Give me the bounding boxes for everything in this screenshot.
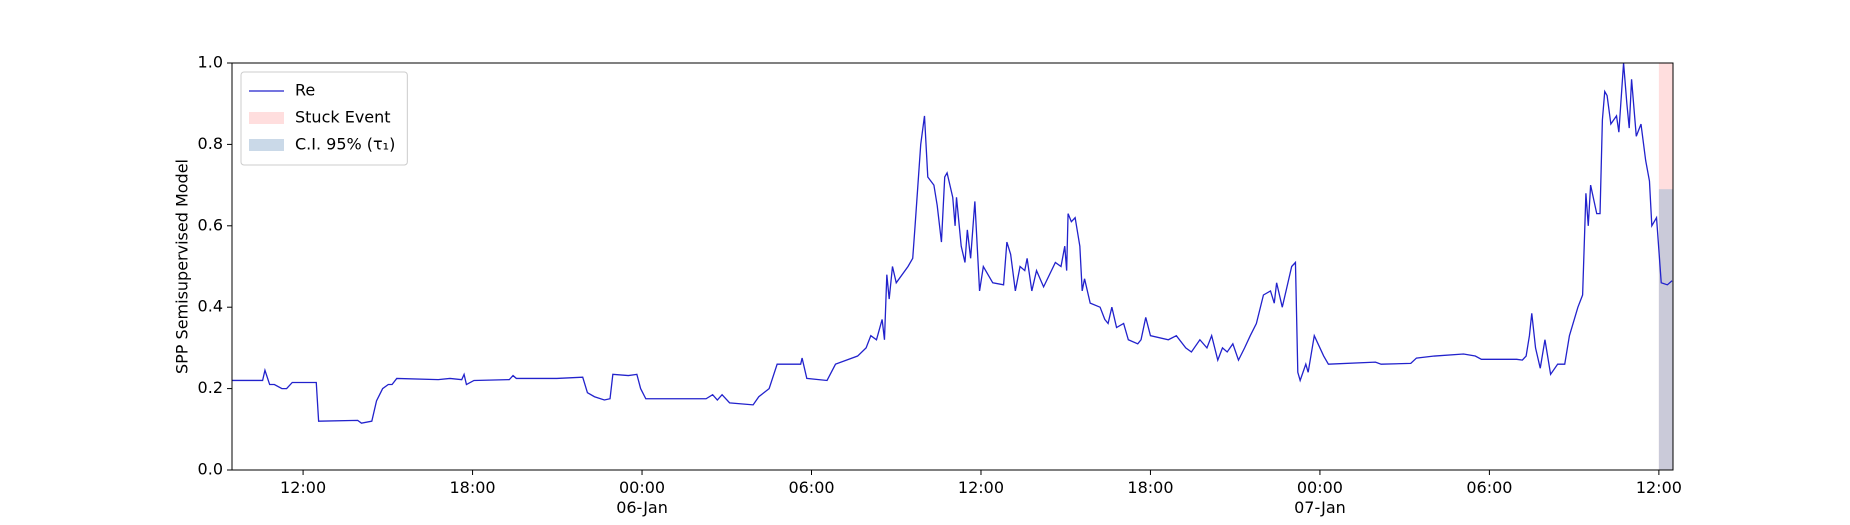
y-tick-label: 0.4	[198, 297, 223, 316]
axes-frame	[231, 62, 1674, 471]
legend-label: Stuck Event	[295, 108, 391, 127]
y-tick-label: 0.8	[198, 134, 223, 153]
x-tick-label: 00:00 06-Jan	[616, 478, 668, 517]
span	[1658, 189, 1673, 471]
x-tick-label: 06:00	[1466, 478, 1513, 497]
x-tick-label: 18:00	[1127, 478, 1174, 497]
x-tick-label: 00:00 07-Jan	[1294, 478, 1346, 517]
x-tick-label: 12:00	[1635, 478, 1682, 497]
y-tick-label: 0.2	[198, 378, 223, 397]
legend-label: Re	[295, 81, 315, 100]
y-tick-label: 0.0	[198, 460, 223, 479]
y-tick-label: 0.6	[198, 215, 223, 234]
x-tick-label: 12:00	[280, 478, 327, 497]
legend-patch	[249, 112, 284, 124]
y-tick-label: 1.0	[198, 53, 223, 72]
legend-label: C.I. 95% (τ₁)	[295, 135, 395, 154]
legend-patch	[249, 139, 284, 151]
line-series	[232, 62, 1673, 424]
x-tick-label: 18:00	[449, 478, 496, 497]
y-axis-label: SPP Semisupervised Model	[173, 159, 192, 374]
x-tick-label: 12:00	[957, 478, 1005, 497]
x-tick-label: 06:00	[788, 478, 835, 497]
legend: Re Stuck Event C.I. 95% (τ₁)	[240, 71, 408, 166]
